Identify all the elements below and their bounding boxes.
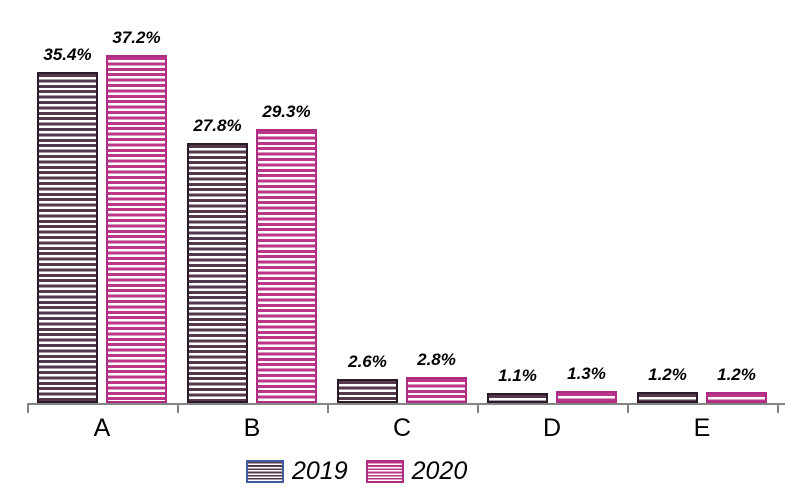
legend-swatch-2019 (246, 460, 284, 483)
x-axis-tick (27, 403, 29, 413)
bar-2020-D (556, 391, 617, 403)
data-label-2020-C: 2.8% (417, 350, 456, 369)
legend-item-2019: 2019 (246, 459, 348, 484)
x-axis-tick (627, 403, 629, 413)
x-axis-tick (477, 403, 479, 413)
bar-2019-E (637, 392, 698, 403)
data-label-2020-D: 1.3% (567, 364, 606, 383)
x-tick-label-E: E (693, 414, 711, 442)
bar-2020-C (406, 377, 467, 403)
bar-2019-B (187, 143, 248, 403)
x-axis-line (27, 403, 785, 405)
legend-swatch-2020 (365, 460, 404, 483)
x-axis-tick (327, 403, 329, 413)
x-tick-label-C: C (392, 414, 412, 442)
data-label-2019-E: 1.2% (648, 365, 687, 384)
data-label-2020-A: 37.2% (112, 28, 161, 47)
bar-2019-A (37, 72, 98, 403)
bar-2020-B (256, 129, 317, 403)
legend-label-2020: 2020 (411, 457, 468, 485)
data-label-2019-A: 35.4% (43, 45, 92, 64)
data-label-2020-B: 29.3% (262, 102, 311, 121)
legend-item-2020: 2020 (365, 457, 468, 485)
x-tick-label-D: D (542, 414, 562, 442)
data-label-2019-B: 27.8% (193, 116, 242, 135)
x-tick-label-B: B (243, 414, 261, 442)
bar-2020-A (106, 55, 167, 403)
x-axis-tick (177, 403, 179, 413)
bar-2019-C (337, 379, 398, 403)
bar-2019-D (487, 393, 548, 403)
data-label-2019-C: 2.6% (348, 352, 387, 371)
x-axis-tick (777, 403, 779, 413)
legend: 2019 2020 (246, 459, 467, 484)
x-tick-label-A: A (93, 414, 111, 442)
data-label-2020-E: 1.2% (717, 365, 756, 384)
data-label-2019-D: 1.1% (498, 366, 537, 385)
legend-label-2019: 2019 (292, 457, 348, 485)
bar-2020-E (706, 392, 767, 403)
